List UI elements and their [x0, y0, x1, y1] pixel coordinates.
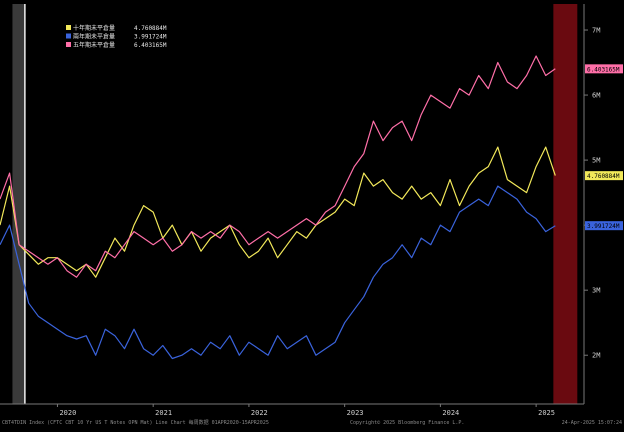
- legend-name-0: 十年期未平倉量: [73, 24, 115, 32]
- series-line-2: [0, 55, 556, 278]
- x-tick-label: 2025: [538, 409, 555, 417]
- series-layer: [0, 55, 556, 360]
- end-label-text-2: 6.403165M: [587, 66, 620, 73]
- shaded-region-0: [12, 4, 25, 404]
- series-line-0: [0, 146, 556, 278]
- end-label-text-1: 3.991724M: [587, 223, 620, 230]
- shaded-region-1: [553, 4, 578, 404]
- y-tick-label: 5M: [592, 157, 600, 165]
- legend-value-0: 4.760884M: [134, 25, 167, 32]
- legend-swatch-0: [66, 25, 71, 30]
- y-tick-label: 3M: [592, 287, 600, 295]
- x-tick-label: 2024: [442, 409, 459, 417]
- x-tick-label: 2023: [347, 409, 364, 417]
- x-tick-label: 2022: [251, 409, 268, 417]
- y-tick-label: 7M: [592, 27, 600, 35]
- source-text: CBT4TDIN Index (CFTC CBT 10 Yr US T Note…: [2, 419, 269, 426]
- legend-swatch-2: [66, 42, 71, 47]
- legend-name-2: 五年期未平倉量: [73, 41, 115, 49]
- legend: 十年期未平倉量 4.760884M 兩年期未平倉量 3.991724M 五年期未平倉量 6…: [66, 24, 167, 49]
- legend-value-1: 3.991724M: [134, 34, 167, 41]
- end-labels: 4.760884M 3.991724M 6.403165M: [585, 64, 623, 231]
- end-label-box-1: [585, 221, 623, 231]
- end-label-box-0: [585, 171, 623, 181]
- legend-swatch-1: [66, 33, 71, 39]
- x-tick-label: 2020: [59, 409, 76, 417]
- end-label-box-2: [585, 64, 623, 74]
- timestamp-text: 24-Apr-2025 15:07:24: [562, 420, 622, 426]
- y-tick-label: 6M: [592, 92, 600, 100]
- x-tick-label: 2021: [155, 409, 172, 417]
- legend-name-1: 兩年期未平倉量: [73, 33, 115, 41]
- shaded-bands: [12, 4, 578, 404]
- copyright-text: Copyright© 2025 Bloomberg Finance L.P.: [350, 420, 464, 426]
- y-tick-label: 2M: [592, 352, 600, 360]
- legend-value-2: 6.403165M: [134, 42, 167, 49]
- end-label-text-0: 4.760884M: [587, 173, 620, 180]
- series-line-1: [0, 185, 556, 360]
